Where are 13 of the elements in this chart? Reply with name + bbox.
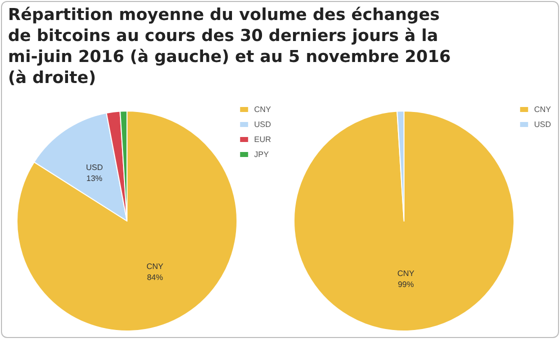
chart-title: Répartition moyenne du volume des échanges de bitcoins au cours des 30 derniers jours à la mi-juin 2016 (à gauche) et au 5 novembre 2016 (à droite) bbox=[8, 4, 452, 88]
legend-label: JPY bbox=[254, 150, 270, 159]
legend-label: EUR bbox=[254, 135, 272, 144]
legend-label: CNY bbox=[534, 105, 552, 114]
legend-label: USD bbox=[254, 120, 272, 129]
legend-label: CNY bbox=[254, 105, 272, 114]
slice-label: CNY bbox=[397, 268, 415, 278]
data-label: 99% bbox=[398, 280, 414, 289]
slice-label: CNY bbox=[146, 262, 164, 271]
data-label: 84% bbox=[146, 272, 163, 282]
data-label: 13% bbox=[86, 174, 102, 184]
legend-label: USD bbox=[534, 120, 552, 129]
slice-label: USD bbox=[86, 163, 104, 172]
